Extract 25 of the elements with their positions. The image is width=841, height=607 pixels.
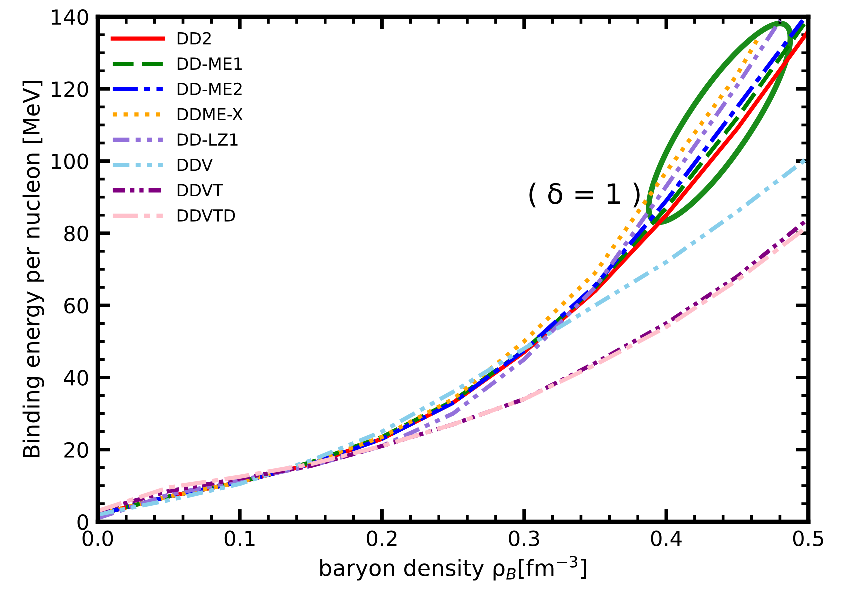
legend-label: DDVTD <box>178 210 236 222</box>
x-axis-title: baryon density ρ$_{B}$[fm$^{−3}$] <box>320 556 586 581</box>
x-tick-label: 0.2 <box>367 530 397 546</box>
annotation: ( δ = 1 ) <box>530 182 640 208</box>
y-tick-label: 140 <box>52 9 88 26</box>
legend-label: DDME-X <box>178 108 243 121</box>
legend-label: DDV <box>178 158 213 172</box>
x-tick-label: 0.4 <box>651 530 682 546</box>
y-tick-label: 40 <box>64 370 88 386</box>
legend-label: DD2 <box>178 32 211 45</box>
y-tick-label: 100 <box>52 154 88 170</box>
x-tick-label: 0.3 <box>509 530 540 546</box>
x-tick-label: 0.0 <box>82 530 114 546</box>
legend-label: DD-ME2 <box>178 82 242 96</box>
y-tick-label: 80 <box>64 226 88 242</box>
y-tick-label: 0 <box>78 514 88 530</box>
y-tick-label: 60 <box>64 298 88 314</box>
y-axis-title: Binding energy per nucleon [MeV] <box>22 81 44 458</box>
y-tick-label: 20 <box>64 442 88 458</box>
legend-label: DDVT <box>178 184 224 196</box>
x-tick-label: 0.5 <box>793 530 824 546</box>
legend-label: DD-ME1 <box>178 58 242 70</box>
x-tick-label: 0.1 <box>224 530 255 546</box>
legend-label: DD-LZ1 <box>178 134 238 146</box>
y-tick-label: 120 <box>52 82 88 98</box>
